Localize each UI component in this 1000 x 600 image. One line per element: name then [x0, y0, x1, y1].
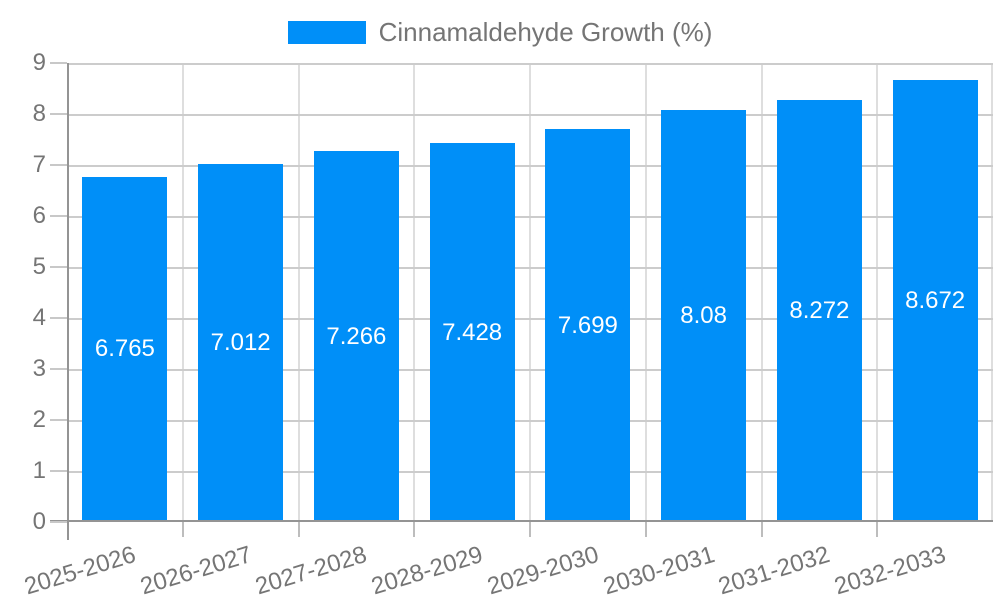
horizontal-gridline	[67, 63, 993, 65]
vertical-gridline	[297, 63, 300, 522]
bar-2032-2033[interactable]: 8.672	[892, 79, 978, 522]
vertical-gridline	[644, 63, 647, 522]
y-tick-mark	[50, 113, 67, 115]
bar-2025-2026[interactable]: 6.765	[82, 176, 168, 522]
y-tick-label: 8	[32, 100, 46, 127]
legend-swatch	[287, 20, 366, 44]
horizontal-gridline	[67, 267, 993, 269]
x-tick-mark	[876, 522, 879, 537]
horizontal-gridline	[67, 165, 993, 167]
x-tick-mark	[413, 522, 416, 537]
bar-2028-2029[interactable]: 7.428	[429, 143, 515, 522]
legend-label: Cinnamaldehyde Growth (%)	[378, 17, 713, 47]
horizontal-gridline	[67, 471, 993, 473]
y-axis-labels: 0 1 2 3 4 5 6 7 8 9	[0, 49, 46, 535]
bar-2030-2031[interactable]: 8.08	[661, 109, 747, 522]
bar-value-label: 7.266	[326, 322, 387, 350]
y-tick-label: 1	[32, 457, 46, 484]
horizontal-gridline	[67, 369, 993, 371]
x-tick-mark	[760, 522, 763, 537]
y-tick-label: 6	[32, 202, 46, 229]
x-tick-mark	[644, 522, 647, 537]
y-tick-mark	[50, 521, 67, 523]
y-tick-label: 9	[32, 49, 46, 76]
bar-2031-2032[interactable]: 8.272	[776, 100, 862, 522]
y-tick-label: 4	[32, 304, 46, 331]
vertical-gridline	[876, 63, 879, 522]
horizontal-gridline	[67, 216, 993, 218]
y-tick-mark	[50, 266, 67, 268]
y-tick-mark	[50, 470, 67, 472]
bar-value-label: 7.699	[557, 311, 618, 339]
x-tick-mark	[529, 522, 531, 537]
bar-value-label: 7.012	[210, 329, 271, 357]
y-tick-label: 3	[32, 355, 46, 382]
bar-2026-2027[interactable]: 7.012	[198, 164, 284, 522]
x-tick-mark	[297, 522, 300, 537]
x-axis-line	[50, 520, 993, 522]
plot-right-border	[991, 63, 993, 522]
bar-2029-2030[interactable]: 7.699	[545, 129, 631, 522]
y-tick-mark	[50, 164, 67, 166]
vertical-gridline	[413, 63, 416, 522]
y-tick-label: 2	[32, 406, 46, 433]
y-tick-label: 5	[32, 253, 46, 280]
x-tick-mark	[181, 522, 184, 537]
bar-value-label: 8.672	[905, 286, 966, 314]
y-tick-mark	[50, 62, 67, 64]
bar-value-label: 6.765	[94, 335, 155, 363]
bar-value-label: 8.272	[789, 297, 850, 325]
bar-2027-2028[interactable]: 7.266	[313, 151, 399, 522]
y-axis-line	[67, 63, 69, 540]
vertical-gridline	[760, 63, 763, 522]
bar-value-label: 7.428	[442, 318, 503, 346]
horizontal-gridline	[67, 420, 993, 422]
y-tick-mark	[50, 368, 67, 370]
plot-area: 6.765 7.012 7.266 7.428 7.699 8.08 8.272 8.672	[50, 63, 993, 540]
y-tick-label: 7	[32, 151, 46, 178]
horizontal-gridline	[67, 318, 993, 320]
y-tick-mark	[50, 317, 67, 319]
vertical-gridline	[181, 63, 184, 522]
bar-value-label: 8.08	[680, 301, 727, 329]
y-tick-mark	[50, 215, 67, 217]
vertical-gridline	[529, 63, 531, 522]
y-tick-label: 0	[32, 508, 46, 535]
y-tick-mark	[50, 419, 67, 421]
horizontal-gridline	[67, 114, 993, 116]
chart-legend[interactable]: Cinnamaldehyde Growth (%)	[0, 18, 1000, 47]
